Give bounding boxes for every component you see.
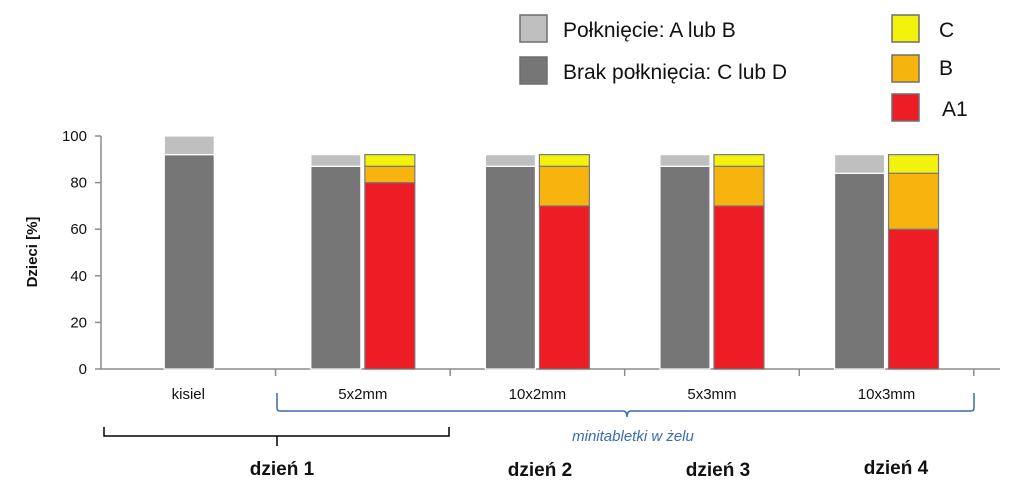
bar-segment-brak xyxy=(833,172,886,370)
y-tick-label: 60 xyxy=(70,221,87,238)
y-tick-label: 0 xyxy=(79,361,87,378)
day-label-4: dzień 4 xyxy=(864,458,929,479)
legend-label-brak: Brak połknięcia: C lub D xyxy=(563,61,787,84)
bar-segment-polkniecie xyxy=(310,154,362,167)
bar-segment-polkniecie xyxy=(833,154,886,174)
bar-segment-B xyxy=(713,165,765,207)
bar-segment-C xyxy=(887,154,940,174)
category-label: 10x2mm xyxy=(509,386,567,403)
bar-segment-C xyxy=(538,154,591,167)
bar-segment-polkniecie xyxy=(659,154,711,167)
bar-segment-A1 xyxy=(887,228,940,370)
y-axis-label: Dzieci [%] xyxy=(24,217,41,288)
bar-segment-polkniecie xyxy=(163,135,215,156)
bar-segment-B xyxy=(364,165,416,184)
bar-segment-brak xyxy=(310,165,362,370)
bar-segment-brak xyxy=(484,165,537,370)
legend-swatch-brak xyxy=(519,56,548,85)
day1-bracket xyxy=(103,427,450,446)
legend-swatch-polkniecie xyxy=(519,14,548,43)
legend-label-C: C xyxy=(939,19,954,42)
y-tick-label: 80 xyxy=(70,175,87,192)
category-labels: kisiel 5x2mm 10x2mm 5x3mm 10x3mm xyxy=(172,386,916,403)
legend-label-polkniecie: Połknięcie: A lub B xyxy=(563,19,736,42)
y-tick-label: 20 xyxy=(70,314,87,331)
y-ticks: 0 20 40 60 80 100 xyxy=(62,128,101,378)
y-tick-label: 100 xyxy=(62,128,87,145)
legend-swatch-B xyxy=(891,54,920,83)
bar-segment-C xyxy=(364,154,416,167)
bar-segment-B xyxy=(887,172,940,230)
category-label: 5x2mm xyxy=(338,386,387,403)
bar-segment-A1 xyxy=(713,205,765,370)
bar-segment-A1 xyxy=(538,205,591,370)
legend-swatch-C xyxy=(891,14,920,43)
x-ticks xyxy=(274,369,975,376)
bar-segment-B xyxy=(538,165,591,207)
bar-segment-brak xyxy=(163,154,215,370)
bar-segment-C xyxy=(713,154,765,167)
category-label: 10x3mm xyxy=(858,386,916,403)
minitabletki-label: minitabletki w żelu xyxy=(572,428,694,445)
y-tick-label: 40 xyxy=(70,268,87,285)
bars xyxy=(163,135,940,370)
legend: Połknięcie: A lub B Brak połknięcia: C l… xyxy=(519,14,968,122)
legend-swatch-A1 xyxy=(891,93,920,122)
bar-segment-brak xyxy=(659,165,711,370)
day-label-3: dzień 3 xyxy=(686,460,750,481)
minitabletki-brace xyxy=(276,393,975,418)
bar-segment-polkniecie xyxy=(484,154,537,167)
legend-label-B: B xyxy=(939,57,953,80)
day-label-1: dzień 1 xyxy=(250,459,315,480)
category-label: 5x3mm xyxy=(687,386,736,403)
category-label: kisiel xyxy=(172,386,205,403)
bar-segment-A1 xyxy=(364,182,416,370)
legend-label-A1: A1 xyxy=(942,98,968,121)
day-label-2: dzień 2 xyxy=(508,460,572,481)
